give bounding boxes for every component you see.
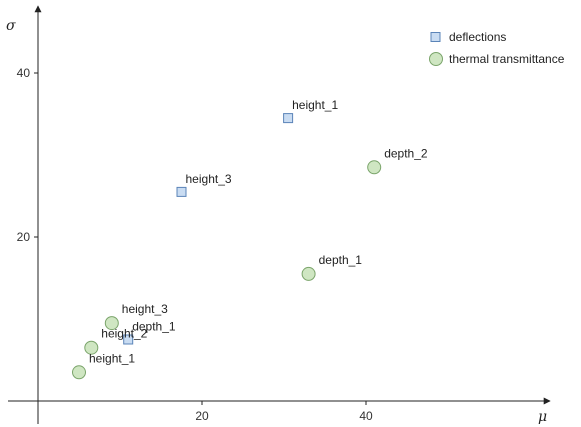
deflections-point-label: height_3 [186, 172, 232, 186]
deflections-point-label: depth_1 [132, 320, 176, 334]
y-tick-label: 40 [17, 66, 31, 80]
legend-marker-thermal-transmittance [429, 52, 443, 66]
data-points [72, 113, 382, 380]
legend-label: deflections [449, 30, 506, 44]
thermal-transmittance-point-label: height_2 [101, 327, 147, 341]
deflections-point [123, 334, 134, 345]
thermal-transmittance-point [72, 365, 86, 380]
thermal-transmittance-point [301, 266, 316, 281]
legend-marker-deflections [430, 32, 441, 42]
deflections-point [176, 186, 187, 197]
ticks: 20 40 20 40 [17, 66, 373, 423]
x-tick-label: 20 [195, 409, 209, 423]
thermal-transmittance-point-label: depth_2 [384, 146, 428, 160]
y-axis-label: σ [6, 18, 16, 34]
thermal-transmittance-point [104, 316, 119, 331]
legend: deflections thermal transmittance [429, 30, 565, 66]
legend-label: thermal transmittance [449, 52, 565, 66]
point-labels: height_1height_3depth_1depth_2depth_1hei… [89, 98, 428, 365]
deflections-point-label: height_1 [292, 98, 338, 112]
thermal-transmittance-point [84, 340, 99, 355]
y-tick-label: 20 [17, 230, 31, 244]
x-tick-label: 40 [359, 409, 373, 423]
thermal-transmittance-point-label: height_1 [89, 351, 135, 365]
axes: μσ [6, 5, 551, 425]
thermal-transmittance-point [367, 160, 382, 175]
x-axis-label: μ [538, 409, 547, 425]
thermal-transmittance-point-label: height_3 [122, 302, 168, 316]
thermal-transmittance-point-label: depth_1 [319, 253, 363, 267]
deflections-point [283, 113, 294, 124]
